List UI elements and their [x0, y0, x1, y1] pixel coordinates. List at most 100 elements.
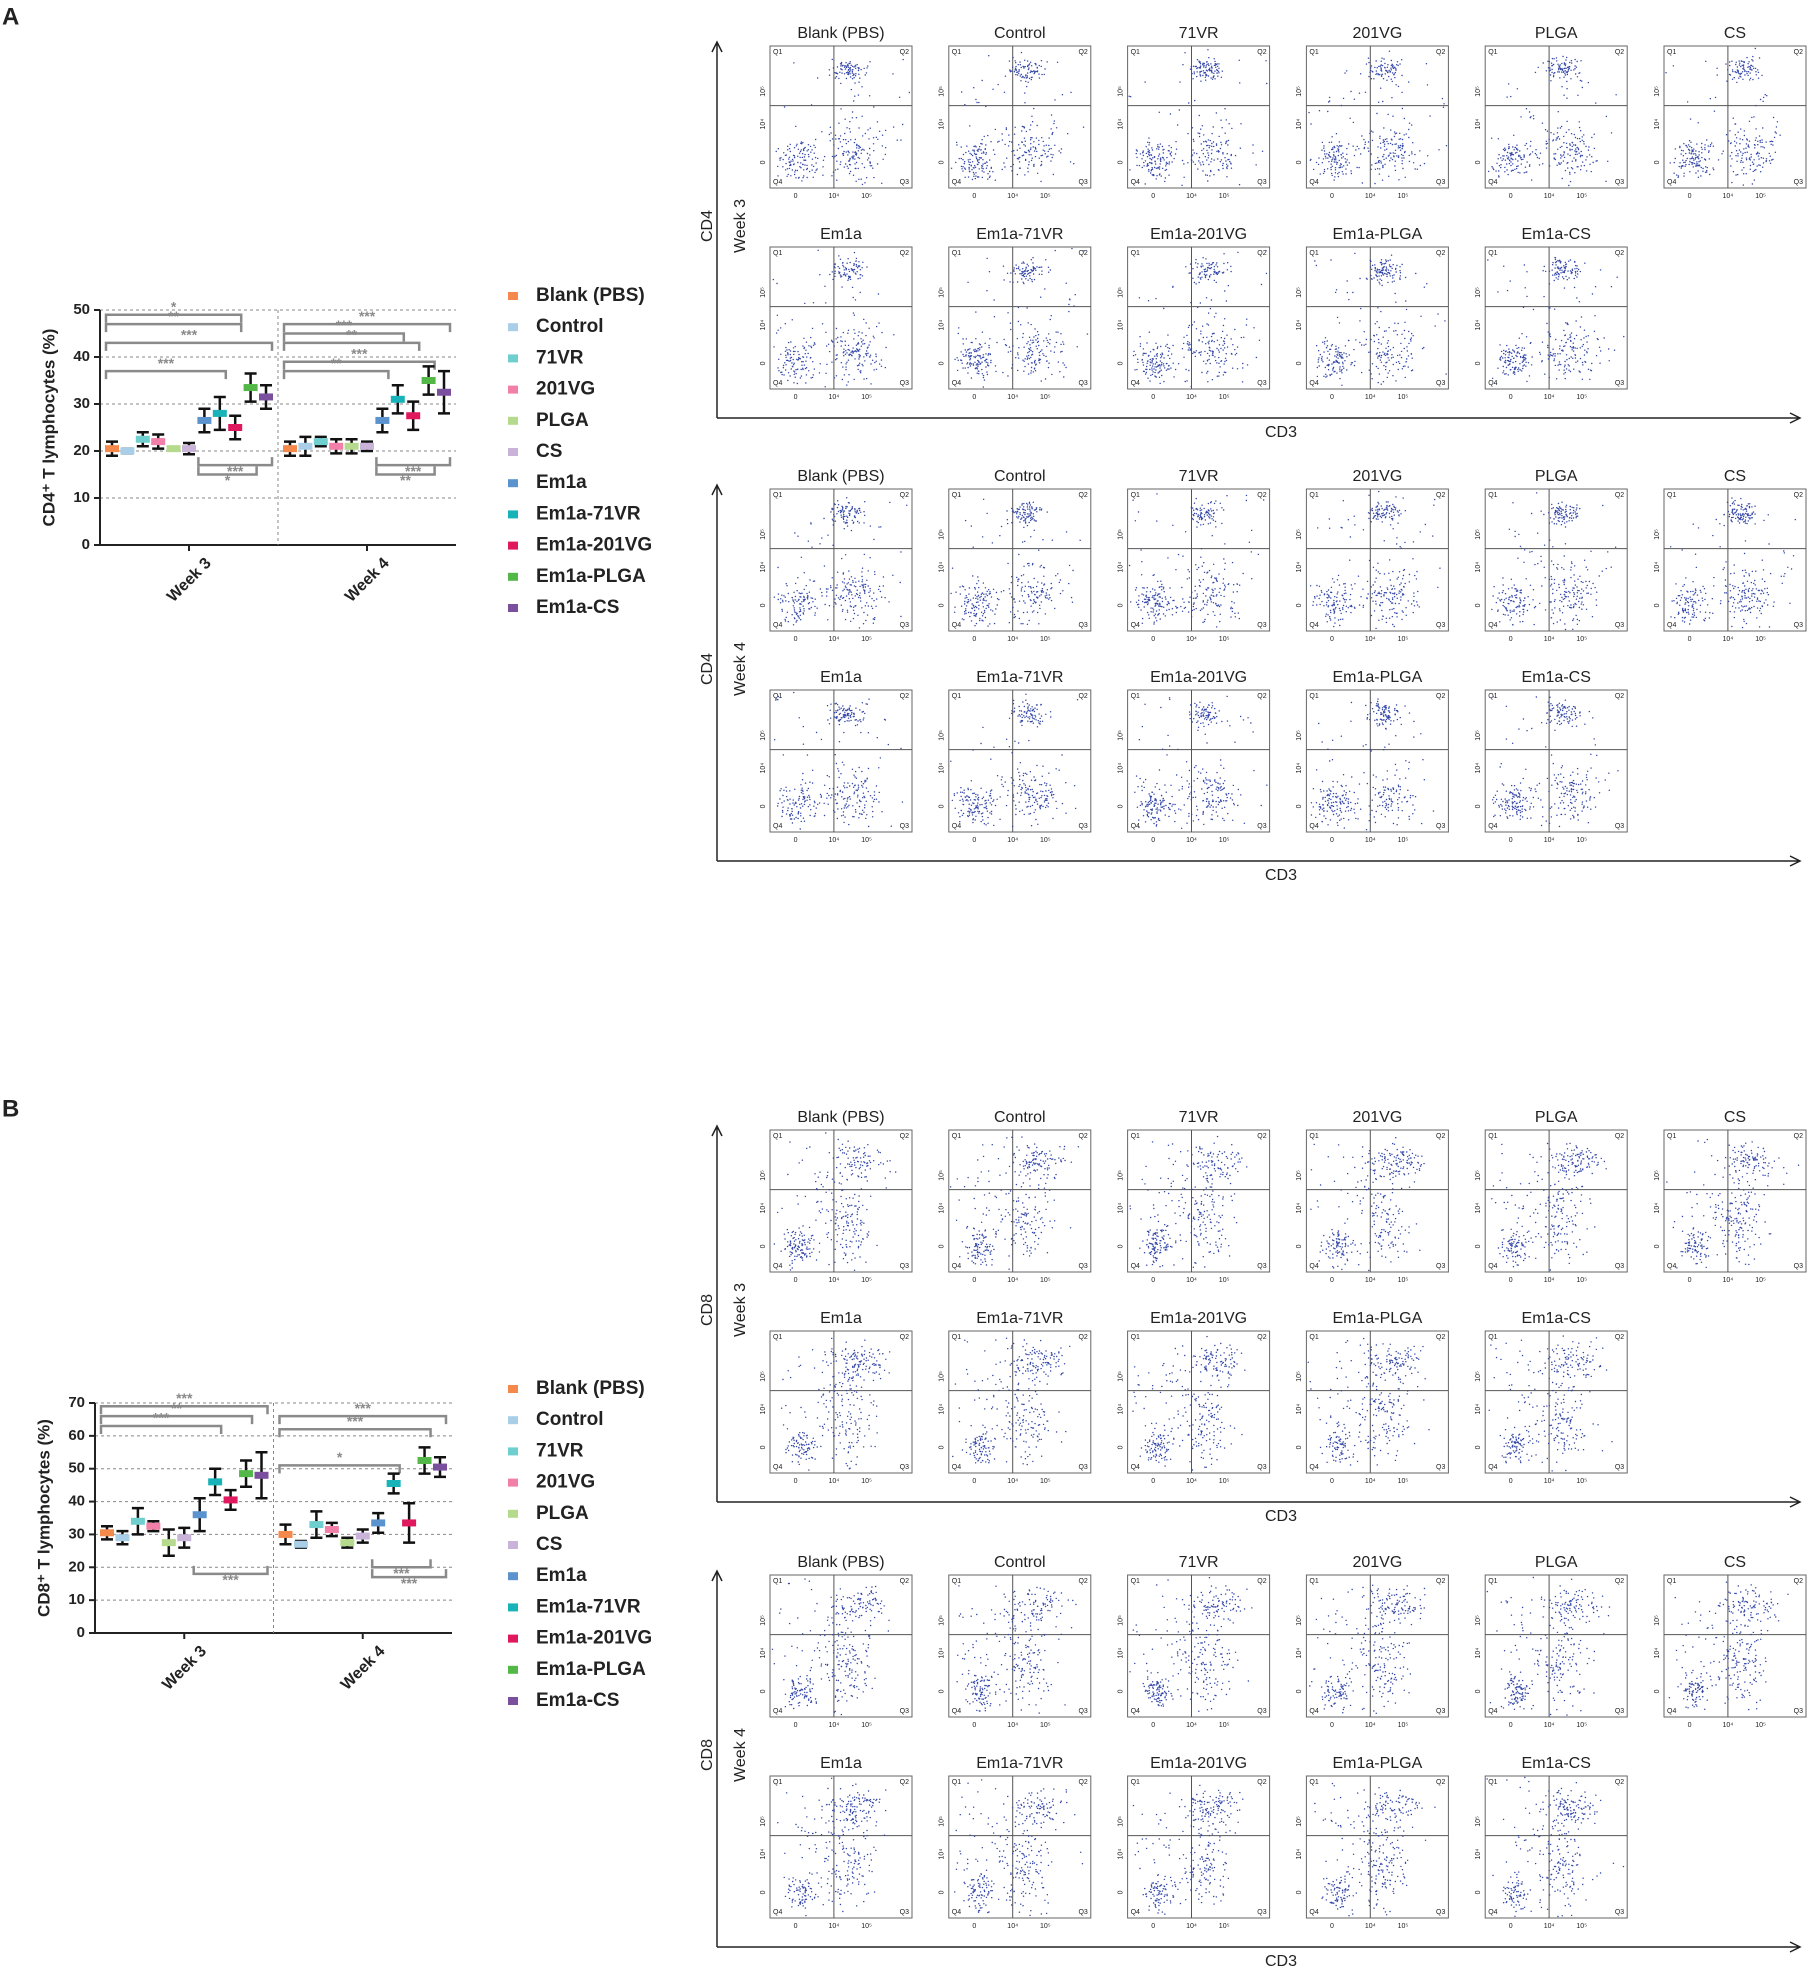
mean-mark — [386, 1480, 401, 1487]
flow-y-tick: 10⁵ — [1117, 1371, 1124, 1382]
flow-title: Control — [994, 468, 1046, 485]
quadrant-label: Q2 — [1436, 693, 1445, 700]
quadrant-label: Q3 — [1794, 1708, 1803, 1715]
mean-mark — [329, 442, 344, 450]
flow-events — [1134, 695, 1268, 829]
panel-label: A — [2, 3, 19, 30]
flow-axes — [711, 483, 1802, 867]
y-tick-label: 40 — [73, 348, 90, 365]
flow-x-tick: 10⁴ — [1186, 1722, 1197, 1729]
flow-title: 71VR — [1179, 1109, 1219, 1126]
mean-mark — [283, 445, 297, 453]
significance-label: ** — [331, 355, 342, 371]
significance-label: ** — [168, 308, 179, 324]
mean-mark — [208, 1478, 223, 1486]
quadrant-gate — [770, 690, 912, 832]
legend-swatch — [508, 354, 518, 363]
significance-bracket — [104, 322, 243, 333]
flow-plot — [948, 1775, 1092, 1919]
quadrant-label: Q2 — [1078, 49, 1087, 56]
quadrant-label: Q2 — [1615, 1779, 1624, 1786]
quadrant-label: Q4 — [1309, 380, 1318, 387]
flow-x-tick: 0 — [1509, 1478, 1513, 1485]
quadrant-gate — [1127, 1776, 1270, 1918]
legend-swatch — [508, 572, 518, 581]
quadrant-label: Q4 — [1131, 1464, 1140, 1471]
flow-title: Em1a-CS — [1522, 669, 1591, 686]
panel-label: B — [2, 1095, 19, 1122]
quadrant-label: Q3 — [900, 179, 909, 186]
flow-title: 71VR — [1179, 1554, 1219, 1571]
flow-y-tick: 10⁵ — [1117, 529, 1124, 540]
legend-swatch — [508, 479, 518, 488]
flow-plot — [1484, 45, 1628, 189]
quadrant-label: Q3 — [1078, 380, 1087, 387]
quadrant-label: Q2 — [1257, 250, 1266, 257]
legend-swatch — [508, 510, 518, 519]
legend-label: 201VG — [536, 379, 595, 400]
flow-title: CS — [1724, 25, 1746, 42]
legend-label: CS — [536, 441, 562, 462]
quadrant-label: Q2 — [1436, 1133, 1445, 1140]
mean-mark — [228, 424, 243, 431]
flow-events — [1314, 252, 1447, 386]
flow-plot — [1127, 1129, 1271, 1273]
flow-x-tick: 10⁴ — [829, 837, 840, 844]
flow-y-tick: 10⁴ — [939, 763, 946, 774]
flow-y-tick: 10⁴ — [1475, 320, 1482, 331]
flow-y-tick: 10⁴ — [1296, 1404, 1303, 1415]
legend-label: PLGA — [536, 1503, 589, 1524]
quadrant-label: Q4 — [1488, 1909, 1497, 1916]
quadrant-label: Q4 — [952, 380, 961, 387]
mean-mark — [120, 447, 135, 455]
quadrant-gate — [1664, 1130, 1806, 1272]
significance-bracket — [104, 369, 228, 380]
flow-y-tick: 10⁴ — [1296, 763, 1303, 774]
flow-plot — [1663, 488, 1807, 632]
flow-y-tick: 0 — [1117, 1890, 1124, 1894]
flow-events — [1308, 50, 1448, 185]
flow-x-tick: 10⁵ — [861, 636, 872, 643]
quadrant-gate — [948, 690, 1091, 832]
flow-title: Em1a-201VG — [1150, 669, 1247, 686]
flow-x-tick: 10⁴ — [1365, 394, 1376, 401]
quadrant-label: Q1 — [1309, 1578, 1318, 1585]
flow-x-tick: 10⁵ — [1755, 636, 1766, 643]
mean-mark — [151, 438, 166, 446]
flow-x-tick: 10⁴ — [1723, 1277, 1734, 1284]
flow-x-tick: 10⁵ — [1576, 193, 1587, 200]
quadrant-gate — [948, 1331, 1091, 1473]
flow-plot — [1127, 45, 1271, 189]
significance-label: *** — [401, 1575, 418, 1591]
flow-y-tick: 0 — [1296, 804, 1303, 808]
flow-x-tick: 10⁵ — [1040, 1923, 1051, 1930]
flow-row-label: Week 3 — [732, 199, 749, 253]
quadrant-label: Q3 — [1078, 179, 1087, 186]
quadrant-label: Q1 — [1667, 492, 1676, 499]
quadrant-label: Q2 — [1257, 1578, 1266, 1585]
flow-plot — [1127, 1775, 1271, 1919]
quadrant-label: Q1 — [1131, 1779, 1140, 1786]
quadrant-label: Q2 — [1436, 492, 1445, 499]
quadrant-label: Q4 — [952, 1909, 961, 1916]
flow-x-tick: 10⁵ — [861, 193, 872, 200]
significance-bracket — [282, 360, 436, 370]
quadrant-label: Q3 — [1078, 1708, 1087, 1715]
legend-label: Control — [536, 1409, 604, 1430]
flow-y-tick: 10⁴ — [1117, 1849, 1124, 1860]
flow-y-tick: 0 — [760, 361, 767, 365]
flow-x-tick: 0 — [972, 1923, 976, 1930]
mean-mark — [223, 1496, 238, 1504]
quadrant-label: Q1 — [1309, 250, 1318, 257]
flow-y-tick: 10⁵ — [760, 287, 767, 298]
flow-y-tick: 0 — [939, 1890, 946, 1894]
quadrant-label: Q2 — [900, 492, 909, 499]
quadrant-label: Q1 — [1131, 492, 1140, 499]
flow-y-tick: 10⁵ — [1117, 86, 1124, 97]
flow-title: Em1a-71VR — [976, 669, 1063, 686]
flow-events — [1668, 1581, 1789, 1711]
flow-y-tick: 10⁵ — [1475, 1615, 1482, 1626]
quadrant-label: Q4 — [773, 1909, 782, 1916]
flow-x-tick: 10⁵ — [1219, 1923, 1230, 1930]
flow-y-tick: 10⁵ — [1475, 730, 1482, 741]
